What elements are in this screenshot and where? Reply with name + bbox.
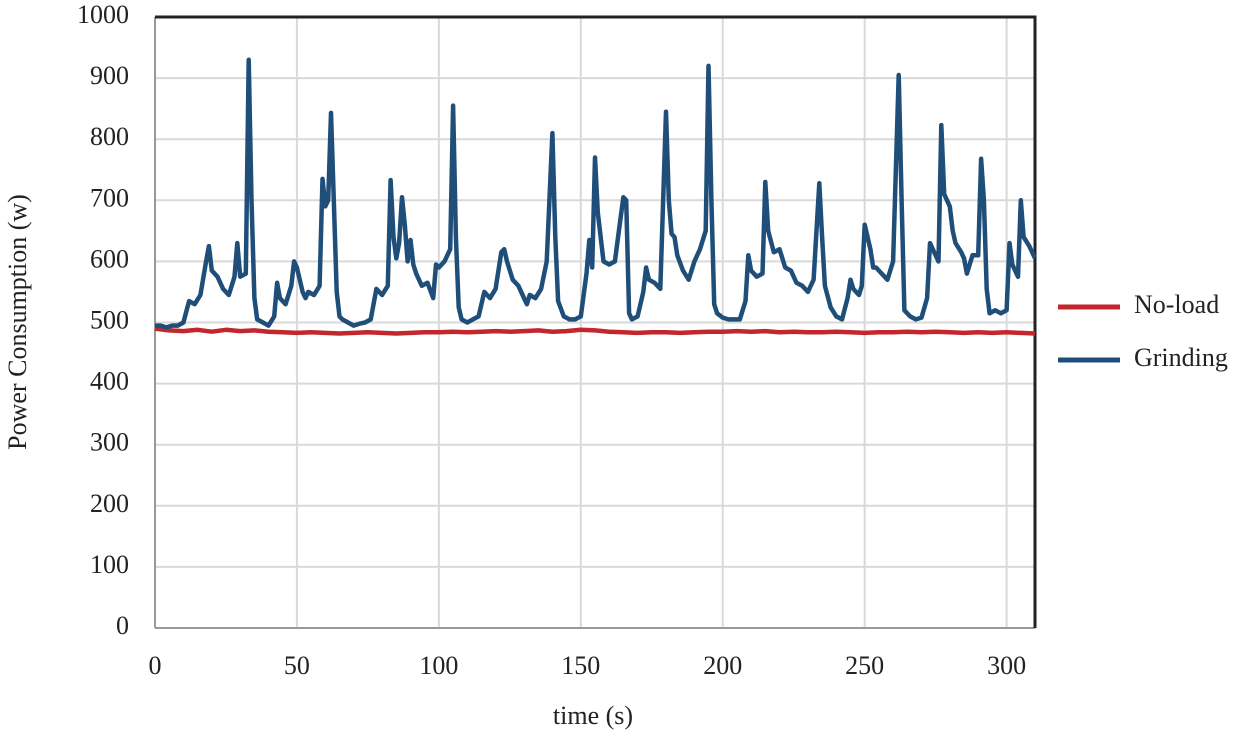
series-line: [154, 326, 1036, 336]
x-tick-label: 200: [703, 651, 742, 680]
x-axis-label: time (s): [553, 701, 633, 730]
y-tick-label: 0: [116, 611, 129, 640]
y-tick-label: 1000: [77, 0, 129, 29]
y-tick-label: 400: [90, 367, 129, 396]
y-tick-label: 500: [90, 305, 129, 334]
y-tick-label: 600: [90, 244, 129, 273]
x-tick-label: 50: [284, 651, 310, 680]
y-tick-label: 900: [90, 61, 129, 90]
x-tick-label: 150: [561, 651, 600, 680]
x-tick-label: 100: [419, 651, 458, 680]
y-tick-label: 800: [90, 122, 129, 151]
y-tick-label: 700: [90, 183, 129, 212]
legend-label: Grinding: [1134, 343, 1228, 372]
y-axis-label: Power Consumption (w): [3, 194, 32, 450]
x-tick-label: 300: [987, 651, 1026, 680]
y-tick-label: 100: [90, 550, 129, 579]
y-tick-label: 200: [90, 489, 129, 518]
legend-label: No-load: [1134, 290, 1219, 319]
x-tick-label: 0: [149, 651, 162, 680]
series-line: [155, 57, 1038, 330]
y-tick-label: 300: [90, 428, 129, 457]
x-tick-label: 250: [845, 651, 884, 680]
